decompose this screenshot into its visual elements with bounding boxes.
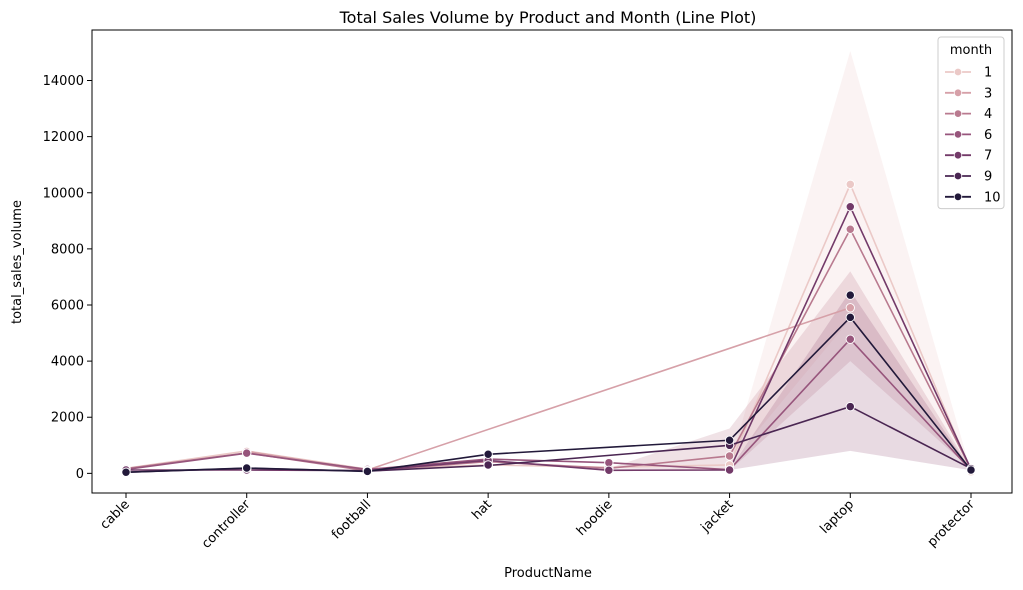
y-tick-label: 14000 (43, 74, 84, 89)
x-tick-label: jacket (698, 497, 737, 536)
x-axis-label: ProductName (504, 566, 592, 581)
point-month-3-laptop (845, 303, 855, 313)
point-month-4-jacket (724, 451, 735, 461)
y-tick-label: 10000 (43, 186, 84, 201)
x-tick-label: hoodie (574, 497, 616, 539)
point-month-7-laptop (845, 202, 855, 212)
y-tick-label: 12000 (43, 130, 84, 145)
x-tick-label: football (329, 497, 374, 542)
point-month-6-controller (242, 448, 252, 458)
point-month-10-jacket (724, 435, 735, 445)
legend-box (937, 36, 1005, 210)
plot-frame (91, 29, 1013, 494)
point-month-10-hat (483, 449, 493, 459)
legend-label-month-9: 9 (984, 170, 992, 185)
y-tick-label: 8000 (51, 242, 84, 257)
point-month-9-hat (483, 460, 493, 470)
legend-marker-month-7 (953, 150, 963, 160)
point-month-10-football (362, 466, 373, 477)
series-line-month-7 (126, 204, 972, 472)
legend-marker-month-3 (953, 88, 963, 97)
point-month-9-laptop (845, 401, 855, 412)
y-axis: 0 2000 4000 6000 8000 10000 12000 14000 (43, 74, 92, 482)
y-tick-label: 6000 (51, 298, 84, 313)
confidence-band-month-6 (126, 290, 971, 471)
point-month-7-hoodie (604, 465, 614, 475)
y-tick-label: 2000 (51, 411, 84, 426)
point-month-10-laptop (845, 290, 855, 300)
y-tick-label: 0 (76, 467, 84, 482)
legend-label-month-6: 6 (984, 128, 992, 143)
confidence-band-month-4 (126, 271, 971, 471)
chart-title: Total Sales Volume by Product and Month … (339, 8, 757, 27)
legend-label-month-10: 10 (984, 190, 1001, 205)
x-tick-label: controller (199, 497, 254, 552)
series-markers (121, 179, 976, 477)
point-month-10-cable (121, 467, 131, 477)
legend-label-month-7: 7 (984, 149, 992, 164)
x-axis: cable controller football hat hoodie jacket la… (97, 493, 978, 552)
x-tick-label: protector (925, 497, 978, 550)
point-month-10-laptop (845, 312, 855, 322)
point-month-10-protector (966, 465, 976, 475)
legend-title: month (950, 43, 992, 58)
x-tick-label: hat (469, 497, 495, 523)
legend-label-month-3: 3 (984, 86, 992, 101)
y-axis-label: total_sales_volume (10, 200, 25, 324)
point-month-7-jacket (724, 465, 735, 475)
legend: month 1 3 4 6 7 9 10 (937, 36, 1005, 210)
confidence-bands (126, 51, 971, 472)
legend-label-month-4: 4 (984, 107, 992, 122)
confidence-band-month-1 (126, 51, 971, 472)
legend-marker-month-1 (953, 67, 963, 77)
legend-label-month-1: 1 (984, 66, 992, 81)
point-month-6-laptop (845, 334, 855, 344)
legend-marker-month-10 (953, 192, 963, 201)
x-tick-label: cable (97, 497, 132, 532)
point-month-1-laptop (845, 179, 855, 189)
legend-marker-month-9 (953, 171, 963, 181)
point-month-4-laptop (845, 224, 855, 234)
point-month-10-controller (242, 463, 252, 473)
legend-marker-month-6 (953, 130, 963, 139)
x-tick-label: laptop (817, 497, 857, 537)
y-tick-label: 4000 (51, 355, 84, 370)
legend-marker-month-4 (953, 109, 963, 118)
